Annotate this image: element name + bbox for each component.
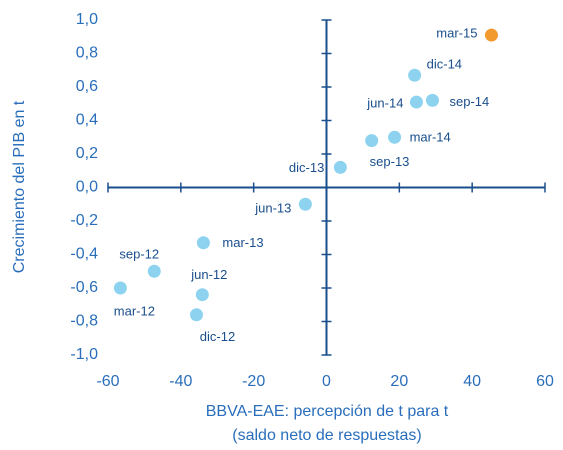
point	[298, 197, 312, 211]
y-tick-label: -1,0	[70, 346, 98, 363]
point-label: sep-14	[449, 94, 489, 109]
point	[425, 93, 439, 107]
point-label: mar-12	[114, 303, 155, 318]
x-tick-label: -40	[169, 373, 192, 390]
x-tick-label: -20	[242, 373, 265, 390]
y-tick-label: 0,0	[76, 179, 98, 196]
y-tick-label: 0,2	[76, 145, 98, 162]
point	[189, 308, 203, 322]
point	[196, 236, 210, 250]
x-tick-label: 0	[322, 373, 331, 390]
point-label: mar-14	[410, 130, 451, 145]
point-label: jun-12	[190, 267, 227, 282]
point	[195, 288, 209, 302]
y-tick-label: -0,2	[70, 212, 98, 229]
x-axis-title: BBVA-EAE: percepción de t para t	[206, 403, 449, 420]
point-label: sep-13	[370, 154, 410, 169]
point	[147, 264, 161, 278]
y-tick-label: 1,0	[76, 11, 98, 28]
x-tick-label: 60	[536, 373, 554, 390]
y-tick-label: 0,4	[76, 112, 98, 129]
point-label: jun-14	[366, 96, 403, 111]
point	[409, 95, 423, 109]
x-tick-label: 40	[463, 373, 481, 390]
x-tick-label: -60	[96, 373, 119, 390]
point-label: dic-14	[427, 57, 462, 72]
point	[333, 160, 347, 174]
x-axis-title: (saldo neto de respuestas)	[232, 427, 421, 444]
y-tick-label: 0,6	[76, 78, 98, 95]
point	[365, 134, 379, 148]
point	[113, 281, 127, 295]
point-label: dic-13	[289, 160, 324, 175]
point	[408, 68, 422, 82]
point	[484, 28, 498, 42]
x-tick-label: 20	[390, 373, 408, 390]
point-label: dic-12	[200, 329, 235, 344]
y-tick-label: 0,8	[76, 45, 98, 62]
point-label: jun-13	[254, 201, 291, 216]
y-tick-label: -0,4	[70, 246, 98, 263]
point-label: sep-12	[119, 247, 159, 262]
y-tick-label: -0,6	[70, 279, 98, 296]
point-label: mar-13	[222, 235, 263, 250]
point	[388, 130, 402, 144]
y-tick-label: -0,8	[70, 313, 98, 330]
point-label: mar-15	[436, 26, 477, 41]
y-axis-title: Crecimiento del PIB en t	[11, 100, 28, 273]
